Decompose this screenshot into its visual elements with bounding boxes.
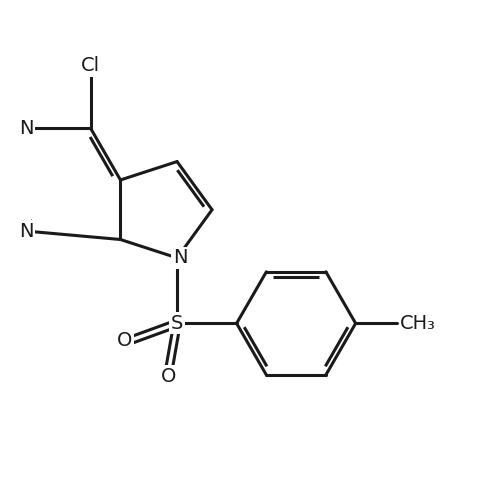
Text: CH₃: CH₃ — [400, 314, 436, 333]
Text: N: N — [173, 249, 187, 267]
Text: S: S — [171, 314, 183, 333]
Text: N: N — [19, 119, 34, 138]
Text: O: O — [160, 367, 176, 386]
Text: Cl: Cl — [81, 57, 100, 75]
Text: O: O — [117, 331, 132, 350]
Text: N: N — [19, 222, 34, 241]
